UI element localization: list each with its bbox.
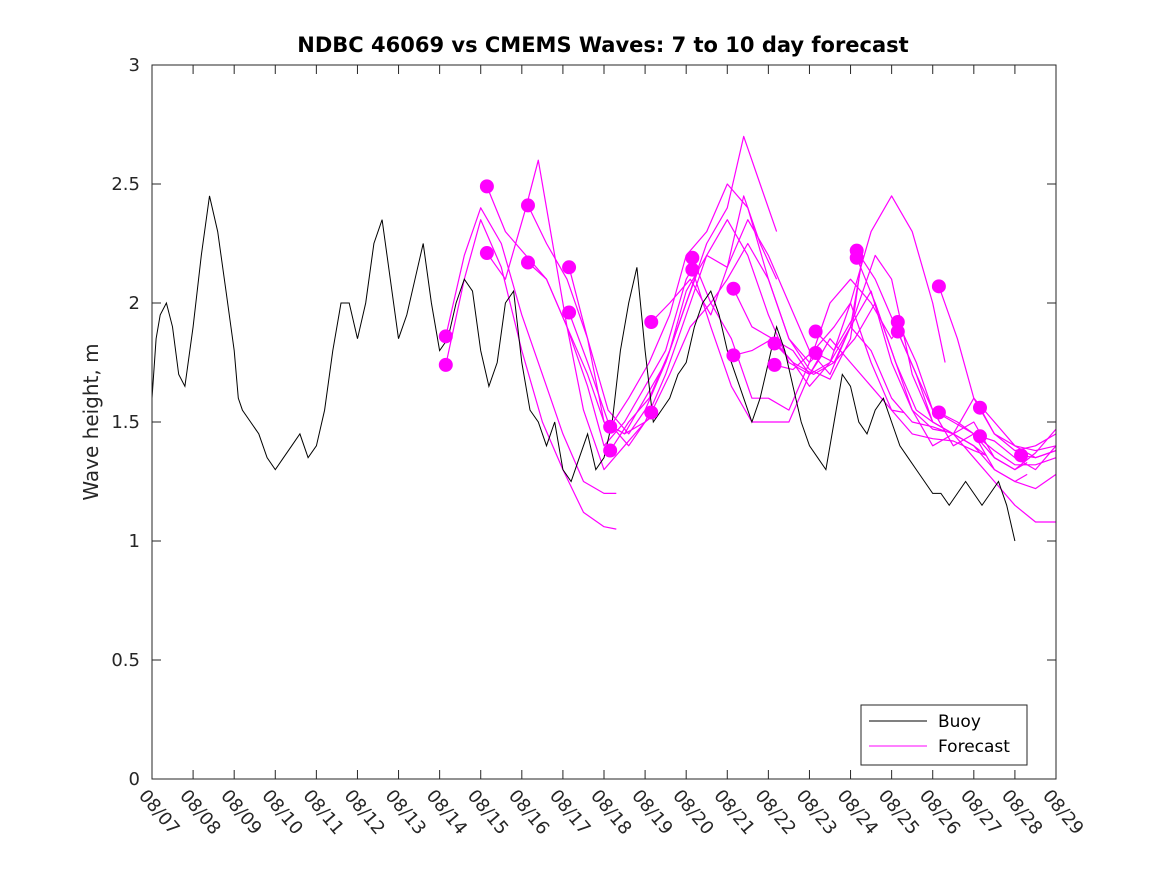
legend-buoy-label: Buoy (938, 712, 981, 732)
y-tick-label: 0 (129, 769, 140, 790)
forecast-marker (562, 305, 577, 320)
forecast-marker (972, 400, 987, 415)
y-tick-label: 3 (129, 55, 140, 76)
axes-box (151, 64, 1057, 780)
y-tick-label: 0.5 (111, 650, 140, 671)
y-axis-label: Wave height, m (79, 343, 103, 500)
forecast-marker (849, 250, 864, 265)
forecast-marker (479, 246, 494, 261)
y-tick-label: 1.5 (111, 412, 140, 433)
forecast-marker (685, 250, 700, 265)
forecast-marker (438, 357, 453, 372)
forecast-line (650, 242, 864, 413)
forecast-marker (726, 281, 741, 296)
legend: Buoy Forecast (860, 704, 1028, 766)
forecast-marker (479, 179, 494, 194)
series-layer (151, 135, 1057, 542)
forecast-marker (931, 279, 946, 294)
y-tick-label: 2 (129, 293, 140, 314)
y-tick-label: 2.5 (111, 174, 140, 195)
forecast-marker (808, 324, 823, 339)
forecast-line (650, 219, 864, 375)
buoy-line (151, 195, 1016, 542)
forecast-marker (767, 336, 782, 351)
forecast-marker (972, 429, 987, 444)
forecast-line (486, 186, 658, 435)
forecast-marker (603, 443, 618, 458)
forecast-line (527, 257, 700, 447)
forecast-marker (808, 345, 823, 360)
forecast-marker (1014, 448, 1029, 463)
axis-ticks (151, 64, 1057, 780)
forecast-line (568, 195, 778, 447)
forecast-line (609, 183, 823, 428)
forecast-marker (685, 262, 700, 277)
chart-title: NDBC 46069 vs CMEMS Waves: 7 to 10 day f… (297, 33, 908, 57)
y-tick-labels: 0 0.5 1 1.5 2 2.5 3 (111, 55, 140, 790)
forecast-line (568, 135, 778, 435)
forecast-marker (644, 315, 659, 330)
forecast-line (732, 195, 946, 387)
forecast-line (691, 257, 905, 411)
forecast-marker (562, 260, 577, 275)
forecast-marker (767, 357, 782, 372)
forecast-markers (438, 179, 1029, 463)
legend-forecast-label: Forecast (938, 737, 1010, 757)
forecast-line (445, 207, 617, 494)
legend-box (860, 704, 1028, 766)
forecast-marker (726, 348, 741, 363)
forecast-marker (603, 419, 618, 434)
forecast-line (691, 269, 905, 423)
forecast-line (856, 250, 1057, 471)
forecast-line (609, 219, 823, 451)
forecast-line (938, 411, 1057, 466)
forecast-marker (520, 255, 535, 270)
forecast-line (445, 219, 617, 530)
y-tick-label: 1 (129, 531, 140, 552)
forecast-marker (644, 405, 659, 420)
forecast-marker (520, 198, 535, 213)
forecast-marker (931, 405, 946, 420)
forecast-marker (890, 324, 905, 339)
forecast-marker (438, 329, 453, 344)
